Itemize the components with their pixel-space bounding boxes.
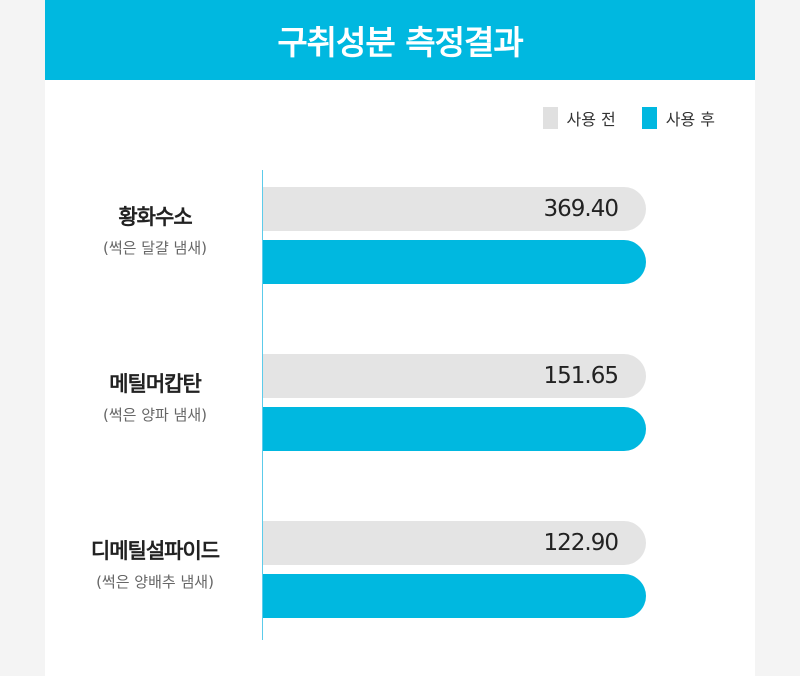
legend-swatch-before (542, 107, 558, 129)
data-label: 151.65 (543, 363, 619, 389)
category-name: 황화수소 (118, 205, 192, 229)
category-note: (썩은 양배추 냄새) (96, 573, 214, 591)
data-label: 122.90 (543, 530, 619, 556)
bar-before: 122.90 (263, 521, 646, 565)
bar-after (263, 574, 646, 618)
bar-before: 151.65 (263, 354, 646, 398)
legend: 사용 전 사용 후 (525, 106, 715, 130)
bar-after (263, 407, 646, 451)
chart-title: 구취성분 측정결과 (277, 23, 523, 62)
legend-label-before: 사용 전 (566, 110, 616, 129)
data-label: 369.40 (543, 196, 619, 222)
bar-after (263, 240, 646, 284)
legend-swatch-after (641, 107, 657, 129)
category-label: 메틸머캅탄 (썩은 양파 냄새) (45, 368, 265, 425)
category-note: (썩은 달걀 냄새) (102, 239, 208, 257)
legend-label-after: 사용 후 (665, 110, 715, 129)
category-label: 황화수소 (썩은 달걀 냄새) (45, 201, 265, 258)
category-label: 디메틸설파이드 (썩은 양배추 냄새) (45, 535, 265, 592)
category-name: 메틸머캅탄 (109, 372, 202, 396)
category-name: 디메틸설파이드 (90, 539, 220, 563)
legend-item-after: 사용 후 (641, 106, 715, 130)
bar-before: 369.40 (263, 187, 646, 231)
y-axis-line (262, 170, 263, 640)
category-note: (썩은 양파 냄새) (102, 406, 208, 424)
chart-card: 구취성분 측정결과 사용 전 사용 후 황화수소 (썩은 달걀 냄새) 369.40… (45, 0, 755, 676)
chart-header: 구취성분 측정결과 (45, 0, 755, 80)
legend-item-before: 사용 전 (542, 106, 616, 130)
